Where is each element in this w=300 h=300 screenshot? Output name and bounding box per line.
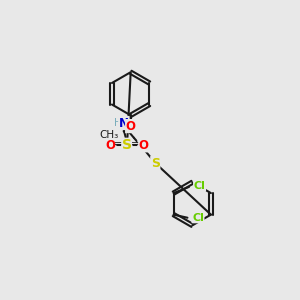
Text: N: N: [119, 116, 129, 130]
Text: O: O: [106, 139, 116, 152]
Text: Cl: Cl: [192, 213, 204, 223]
Text: S: S: [122, 138, 132, 152]
Text: H: H: [114, 118, 122, 128]
Text: O: O: [126, 120, 136, 133]
Text: S: S: [151, 157, 160, 169]
Text: CH₃: CH₃: [99, 130, 118, 140]
Text: =: =: [114, 140, 122, 150]
Text: Cl: Cl: [194, 181, 206, 191]
Text: =: =: [131, 140, 139, 150]
Text: O: O: [138, 139, 148, 152]
